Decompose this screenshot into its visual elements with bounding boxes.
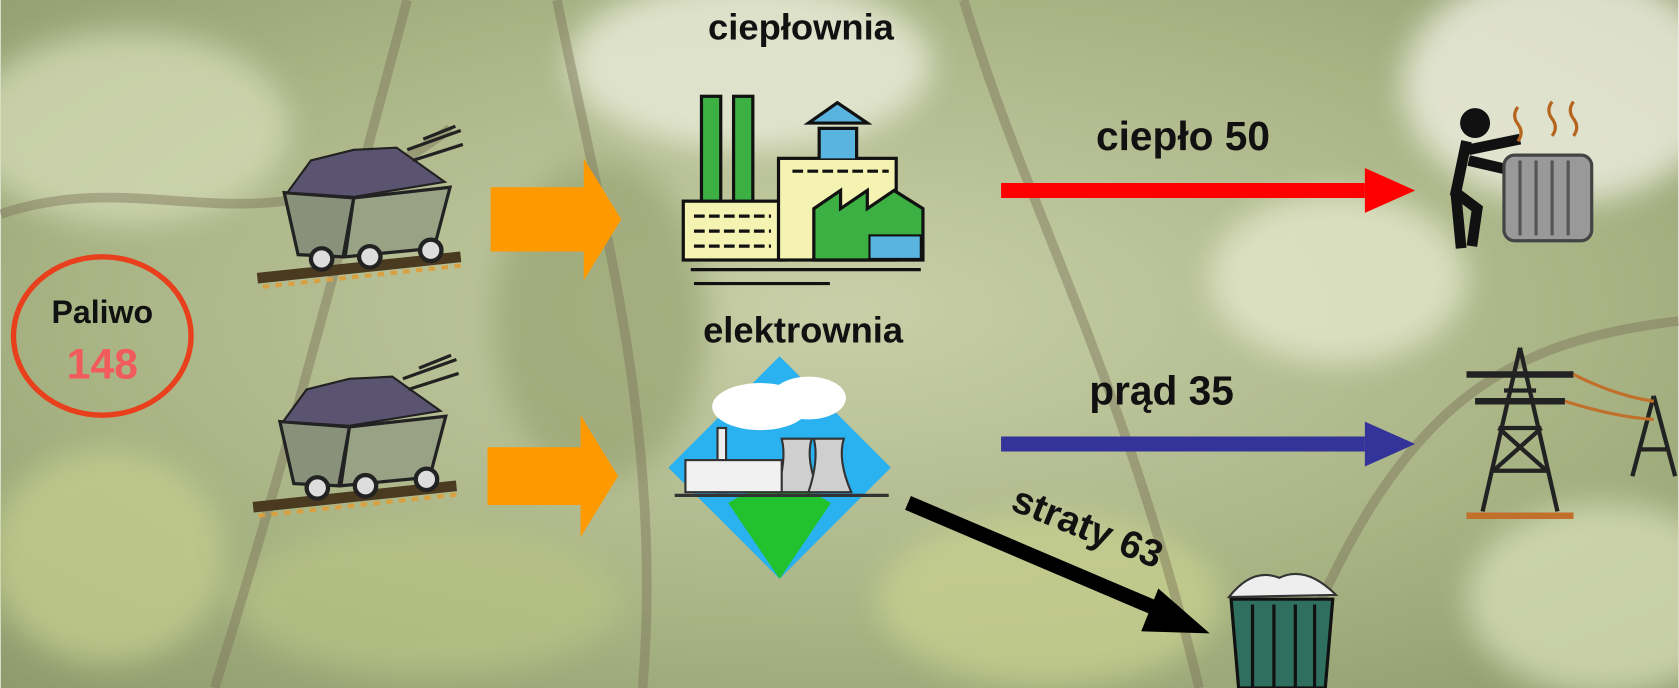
background-part-part — [1210, 193, 1467, 364]
coal-cart-icon-part — [359, 246, 380, 267]
fuel-label: Paliwo — [51, 294, 153, 330]
node-label: ciepłownia — [708, 7, 895, 48]
power-plant-icon-part — [685, 460, 781, 492]
page: {"header": {"title": "ciepłownia"}, "nod… — [0, 0, 1679, 688]
node-label: elektrownia — [703, 309, 904, 350]
coal-cart-icon-part — [311, 248, 332, 269]
heating-plant-icon-part — [701, 96, 720, 208]
heating-plant-icon-part — [819, 128, 856, 158]
flow-label: ciepło 50 — [1096, 113, 1270, 159]
trash-icon — [1229, 574, 1336, 688]
background-part-part — [236, 524, 621, 674]
heater-icon-part — [1504, 155, 1592, 241]
heating-plant-icon-part — [734, 96, 753, 208]
coal-cart-icon-part — [420, 240, 441, 261]
heater-icon-part — [1460, 108, 1490, 138]
fuel-value: 148 — [67, 340, 138, 388]
flow-label: prąd 35 — [1089, 367, 1234, 413]
background-part-part — [0, 449, 225, 663]
trash-icon-part — [1231, 599, 1333, 688]
diagram: Paliwo 148 ciepłownia elektrownia — [0, 0, 1679, 688]
power-plant-icon-part — [771, 377, 846, 420]
heating-plant-icon-part — [869, 235, 920, 259]
